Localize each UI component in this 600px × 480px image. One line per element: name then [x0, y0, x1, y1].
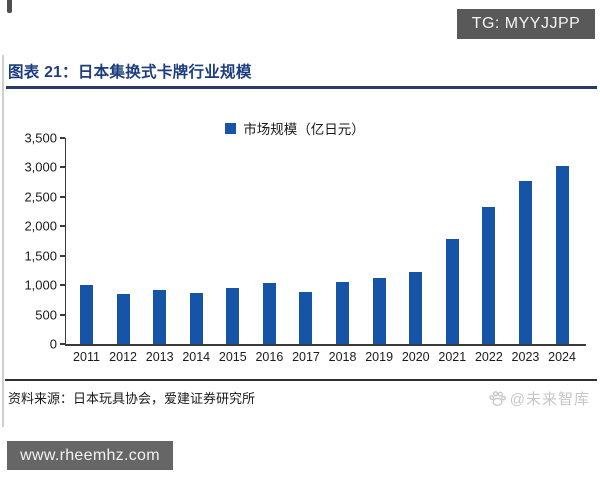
- y-axis-tick-label: 2,500: [24, 189, 57, 205]
- x-axis-tick-label: 2013: [145, 350, 174, 364]
- x-axis-tick-label: 2019: [365, 350, 394, 364]
- bar-2014: [189, 293, 203, 344]
- tg-contact-badge: TG: MYYJJPP: [457, 9, 595, 39]
- bar-2024: [555, 166, 569, 344]
- plot-area: 3,500 3,000 2,500 2,000 1,500 1,000 500 0 2011 20…: [24, 131, 586, 364]
- chart-legend: 市场规模（亿日元）: [0, 118, 590, 138]
- y-axis-tick-mark: [59, 313, 65, 316]
- x-axis-tick-label: 2014: [182, 350, 211, 364]
- y-axis-tick-mark: [59, 284, 65, 287]
- y-axis-tick-mark: [59, 166, 65, 169]
- y-axis-tick-label: 1,000: [24, 277, 57, 293]
- figure-bottom-divider: [5, 379, 597, 381]
- paw-icon: [489, 391, 506, 406]
- y-axis-tick-mark: [59, 343, 65, 345]
- legend-label: 市场规模（亿日元）: [243, 122, 365, 137]
- x-axis-tick-label: 2020: [401, 350, 430, 364]
- bar-2013: [153, 290, 167, 344]
- tg-contact-label: TG: MYYJJPP: [471, 15, 581, 32]
- site-url-badge: www.rheemhz.com: [7, 441, 173, 470]
- y-axis-tick-mark: [59, 254, 65, 257]
- bar-2015: [226, 288, 240, 344]
- site-url-label: www.rheemhz.com: [20, 446, 160, 464]
- figure-title: 图表 21：日本集换式卡牌行业规模: [8, 64, 252, 81]
- y-axis-tick-mark: [59, 195, 65, 198]
- x-axis-tick-label: 2021: [438, 350, 467, 364]
- source-note: 资料来源：日本玩具协会，爱建证券研究所: [8, 391, 256, 406]
- x-axis-tick-label: 2023: [511, 350, 540, 364]
- x-axis-tick-label: 2022: [474, 350, 503, 364]
- y-axis-tick-label: 0: [49, 336, 57, 352]
- bar-2020: [409, 272, 423, 344]
- y-axis-tick-label: 3,000: [24, 159, 57, 175]
- bar-2021: [445, 239, 459, 344]
- x-axis-tick-label: 2024: [548, 350, 576, 364]
- bar-2012: [116, 294, 130, 344]
- bar-2018: [336, 282, 350, 344]
- bar-2019: [372, 278, 386, 344]
- x-axis-tick-label: 2015: [218, 350, 247, 364]
- page-corner-mark: [7, 0, 12, 13]
- x-axis-tick-label: 2016: [255, 350, 284, 364]
- y-axis-tick-label: 500: [35, 307, 57, 323]
- bar-2022: [482, 207, 496, 344]
- watermark: @未来智库: [488, 388, 590, 409]
- x-axis-tick-label: 2017: [292, 350, 320, 364]
- y-axis-tick-label: 1,500: [24, 248, 57, 264]
- x-axis-tick-label: 2012: [109, 350, 137, 364]
- bar-2011: [80, 285, 93, 344]
- bar-2017: [299, 292, 313, 344]
- y-axis-tick-label: 2,000: [24, 218, 57, 234]
- bar-2023: [518, 181, 532, 344]
- x-axis-tick-label: 2018: [328, 350, 357, 364]
- left-edge-divider: [2, 55, 4, 427]
- bar-2016: [262, 283, 276, 344]
- y-axis-tick-mark: [59, 137, 65, 139]
- y-axis-tick-label: 3,500: [24, 130, 57, 146]
- y-axis-tick-mark: [59, 225, 65, 228]
- title-underline: [6, 86, 597, 89]
- x-axis-tick-label: 2011: [73, 350, 100, 364]
- legend-swatch-icon: [225, 122, 237, 134]
- watermark-label: @未来智库: [509, 391, 590, 408]
